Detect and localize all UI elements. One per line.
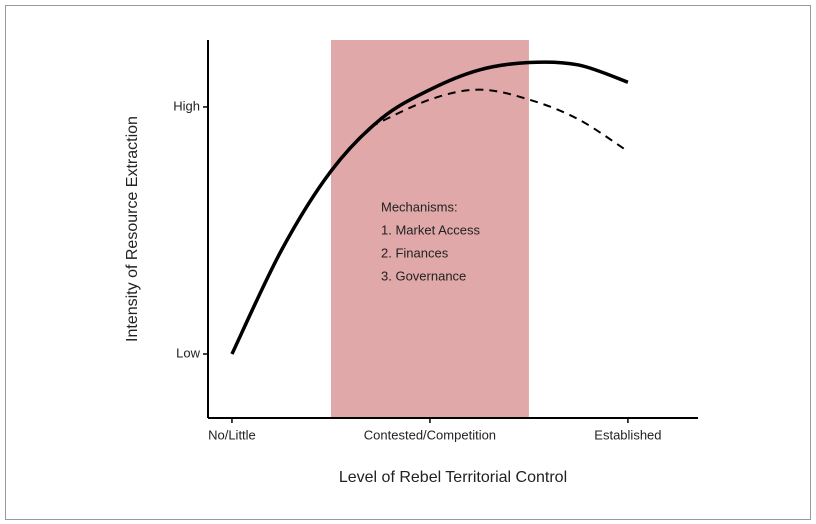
line <box>230 60 629 355</box>
x-tick-label: Contested/Competition <box>364 427 496 442</box>
x-axis-title: Level of Rebel Territorial Control <box>339 469 567 486</box>
shaded-region <box>330 40 529 418</box>
y-tick-label: High <box>173 98 200 113</box>
annotation-line: 2. Finances <box>381 245 449 260</box>
annotation-line: Mechanisms: <box>381 199 458 214</box>
annotation-line: 1. Market Access <box>381 222 480 237</box>
frame <box>5 5 811 520</box>
line <box>370 88 629 153</box>
x-tick-label: Established <box>594 427 661 442</box>
y-axis-title: Intensity of Resource Extraction <box>124 116 141 342</box>
annotation-line: 3. Governance <box>381 268 466 283</box>
y-tick-label: Low <box>176 345 200 360</box>
x-tick-label: No/Little <box>208 427 256 442</box>
